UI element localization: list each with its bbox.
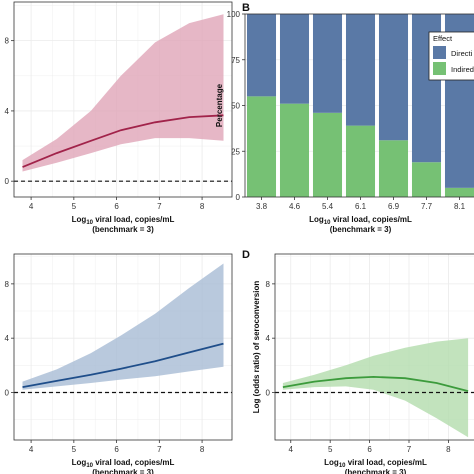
x-tick-label: 6 <box>114 445 119 454</box>
x-tick-label: 6 <box>114 202 119 211</box>
estimate-line <box>282 375 469 392</box>
bar-direct <box>246 14 277 97</box>
x-tick-label: 3.8 <box>256 202 268 211</box>
legend-swatch-indirect <box>433 62 446 75</box>
confidence-band <box>22 14 224 172</box>
x-axis-title-line2: (benchmark = 3) <box>345 468 407 474</box>
x-tick-label: 6.1 <box>355 202 367 211</box>
x-tick-label: 7 <box>157 202 162 211</box>
bar-indirect <box>312 112 343 197</box>
x-axis-title-rest: viral load, copies/mL <box>346 458 427 467</box>
x-tick-label: 8 <box>200 202 205 211</box>
bar-direct <box>378 14 409 141</box>
y-tick-label: 100 <box>227 10 241 19</box>
y-tick-label: 4 <box>5 334 10 343</box>
estimate-line <box>22 114 224 168</box>
x-axis-title-main: Log <box>72 458 87 467</box>
legend-swatch-direct <box>433 46 446 59</box>
x-tick-label: 7 <box>407 445 412 454</box>
y-tick-label: 0 <box>236 193 241 202</box>
estimate-line <box>22 342 224 388</box>
x-tick-label: 8 <box>200 445 205 454</box>
panel-d: D 4 5 6 7 8 0 4 8 Log10 viral load, copies/mL(be… <box>242 249 474 474</box>
bar-indirect <box>378 140 409 197</box>
panel-border <box>274 253 474 441</box>
bar-indirect <box>246 96 277 197</box>
x-axis-title-rest: viral load, copies/mL <box>93 215 174 224</box>
y-tick-label: 8 <box>5 280 10 289</box>
bar-direct <box>312 14 343 113</box>
x-axis-title-line2: (benchmark = 3) <box>92 468 154 474</box>
legend-title: Effect <box>433 34 453 43</box>
y-axis-title: Log (odds ratio) of seroconversion <box>252 281 261 414</box>
y-tick-label: 0 <box>266 388 271 397</box>
x-tick-label: 4 <box>29 445 34 454</box>
x-axis-title: Log10 viral load, copies/mL <box>324 458 427 469</box>
bar-direct <box>345 14 376 126</box>
bar-indirect <box>345 125 376 197</box>
x-tick-label: 7.7 <box>421 202 433 211</box>
panel-b-tag: B <box>242 2 250 14</box>
y-tick-label: 0 <box>5 177 10 186</box>
y-tick-label: 4 <box>266 334 271 343</box>
bar-direct <box>279 14 310 104</box>
x-axis-title-subscript: 10 <box>86 220 93 226</box>
x-tick-label: 6.9 <box>388 202 400 211</box>
y-tick-label: 4 <box>5 107 10 116</box>
x-tick-label: 8 <box>446 445 451 454</box>
x-axis-title-line2: (benchmark = 3) <box>330 225 392 234</box>
x-axis-title-subscript: 10 <box>324 220 331 226</box>
panel-d-tag: D <box>242 249 250 261</box>
bar-indirect <box>444 187 474 197</box>
y-tick-label: 50 <box>231 102 240 111</box>
y-tick-label: 0 <box>5 388 10 397</box>
x-axis-title-main: Log <box>324 458 339 467</box>
y-tick-label: 75 <box>231 56 240 65</box>
x-tick-label: 8.1 <box>454 202 466 211</box>
x-axis-title: Log10 viral load, copies/mL <box>309 215 412 226</box>
bar-indirect <box>411 162 442 197</box>
x-tick-label: 5.4 <box>322 202 334 211</box>
confidence-band <box>22 263 224 390</box>
x-tick-label: 5 <box>72 445 77 454</box>
y-tick-label: 8 <box>266 280 271 289</box>
x-axis-title: Log10 viral load, copies/mL <box>72 215 175 226</box>
x-axis-title-subscript: 10 <box>339 463 346 469</box>
bar-indirect <box>279 103 310 197</box>
panel-border <box>13 1 233 198</box>
x-tick-label: 4 <box>289 445 294 454</box>
x-axis-title-rest: viral load, copies/mL <box>93 458 174 467</box>
x-axis-title: Log10 viral load, copies/mL <box>72 458 175 469</box>
y-tick-label: 25 <box>231 147 240 156</box>
x-axis-title-rest: viral load, copies/mL <box>331 215 412 224</box>
panel-b: B 3.8 4.6 5.4 6.1 6.9 7.7 8.1 0 25 50 75 100 Percent… <box>215 2 474 234</box>
confidence-band <box>282 338 469 438</box>
x-axis-title-subscript: 10 <box>86 463 93 469</box>
panel-c: 4 5 6 7 8 0 4 8 Log10 viral load, copies/mL(benc… <box>5 253 233 474</box>
legend-label-indirect: Indired <box>451 65 474 74</box>
legend-label-direct: Directi <box>451 49 473 58</box>
x-axis-title-main: Log <box>72 215 87 224</box>
y-tick-label: 8 <box>5 37 10 46</box>
x-tick-label: 7 <box>157 445 162 454</box>
x-tick-label: 4.6 <box>289 202 301 211</box>
x-tick-label: 5 <box>72 202 77 211</box>
x-axis-title-main: Log <box>309 215 324 224</box>
x-axis-title-line2: (benchmark = 3) <box>92 225 154 234</box>
x-tick-label: 5 <box>328 445 333 454</box>
x-tick-label: 4 <box>29 202 34 211</box>
y-axis-title: Percentage <box>215 83 224 127</box>
x-tick-label: 6 <box>367 445 372 454</box>
panel-a: 4 5 6 7 8 0 4 8 Log10 viral load, copies/mL(benc… <box>5 1 233 234</box>
panel-border <box>13 253 233 441</box>
legend: Effect Directi Indired <box>428 31 474 81</box>
